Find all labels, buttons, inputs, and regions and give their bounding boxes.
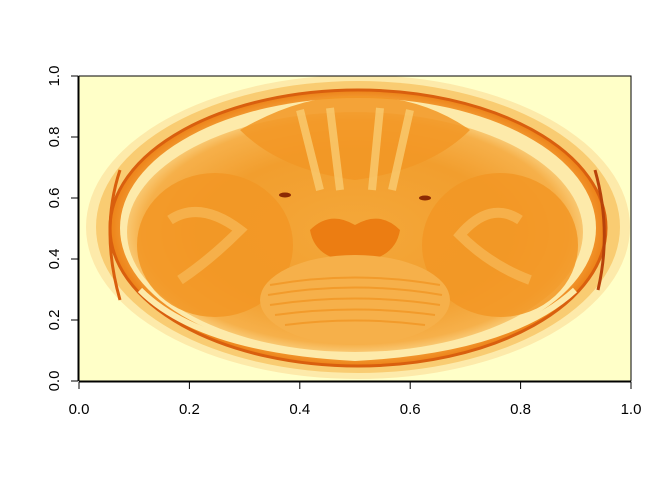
y-tick-label: 0.8	[46, 127, 63, 148]
y-tick-label: 0.0	[46, 371, 63, 392]
heatmap-image	[79, 76, 631, 381]
x-tick-label: 1.0	[621, 401, 642, 418]
y-tick-label: 0.2	[46, 310, 63, 331]
x-axis: 0.0 0.2 0.4 0.6 0.8 1.0	[69, 381, 642, 418]
y-tick-label: 1.0	[46, 66, 63, 87]
cerebellum	[260, 255, 450, 345]
y-axis: 0.0 0.2 0.4 0.6 0.8 1.0	[46, 66, 79, 392]
x-tick-label: 0.2	[179, 401, 200, 418]
y-tick-label: 0.6	[46, 188, 63, 209]
x-tick-label: 0.8	[510, 401, 531, 418]
x-tick-label: 0.0	[69, 401, 90, 418]
plot-frame	[78, 75, 632, 382]
left-temporal-lobe	[137, 173, 293, 317]
x-tick-label: 0.4	[289, 401, 310, 418]
midbrain	[310, 218, 400, 262]
y-tick-label: 0.4	[46, 249, 63, 270]
right-temporal-lobe	[422, 173, 578, 317]
x-tick-label: 0.6	[400, 401, 421, 418]
